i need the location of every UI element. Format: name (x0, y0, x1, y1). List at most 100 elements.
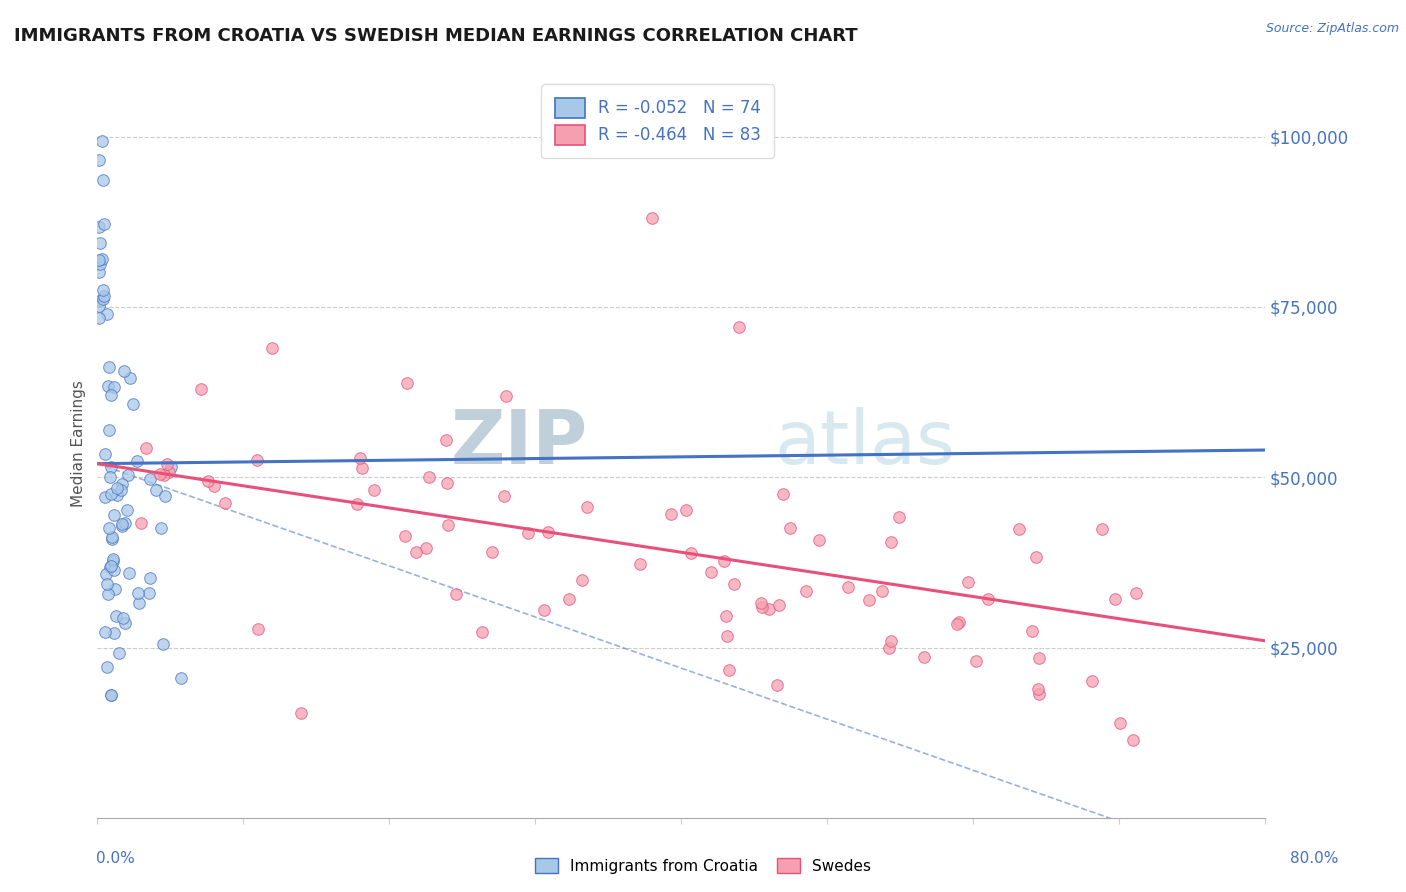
Point (104, 609, 127, 624)
Point (794, 584, 817, 599)
Point (575, 500, 598, 514)
Point (956, 575, 979, 590)
Point (96, 307, 118, 321)
Point (98, 359, 121, 374)
Point (170, 671, 193, 685)
Point (723, 577, 745, 591)
Point (880, 535, 903, 549)
Point (94, 447, 117, 461)
Point (135, 441, 157, 455)
Point (93, 218, 115, 232)
Legend: Immigrants from Croatia, Swedes: Immigrants from Croatia, Swedes (529, 852, 877, 880)
Point (346, 497, 368, 511)
Point (350, 460, 373, 475)
Point (103, 563, 125, 577)
Point (699, 565, 721, 579)
Point (93, 289, 115, 303)
Point (1125, 585, 1147, 599)
Point (111, 519, 134, 533)
Point (101, 554, 124, 568)
Point (101, 552, 124, 566)
Point (100, 388, 122, 402)
Point (641, 211, 664, 226)
Point (131, 516, 153, 530)
Point (87, 253, 110, 268)
Point (104, 582, 127, 597)
Point (91, 173, 114, 187)
Point (103, 626, 125, 640)
Point (434, 433, 457, 447)
Point (349, 450, 371, 465)
Point (437, 517, 460, 532)
Point (628, 557, 651, 571)
Point (87, 299, 110, 313)
Text: atlas: atlas (775, 407, 956, 480)
Point (880, 634, 903, 648)
Text: 0.0%: 0.0% (96, 851, 135, 865)
Point (118, 566, 141, 580)
Point (110, 483, 132, 497)
Point (363, 483, 385, 497)
Point (260, 341, 283, 355)
Point (139, 472, 162, 486)
Point (112, 611, 135, 625)
Point (405, 545, 427, 559)
Point (127, 453, 149, 467)
Point (108, 646, 131, 660)
Point (1026, 681, 1049, 696)
Point (101, 532, 124, 546)
Point (87, 265, 110, 279)
Point (96, 587, 118, 601)
Point (202, 479, 225, 493)
Point (716, 629, 738, 643)
Point (94, 624, 117, 639)
Point (246, 452, 269, 467)
Point (87, 294, 110, 309)
Point (1081, 674, 1104, 689)
Point (139, 571, 162, 585)
Point (1090, 522, 1112, 536)
Point (127, 586, 149, 600)
Point (415, 541, 437, 556)
Point (837, 580, 859, 594)
Point (912, 649, 935, 664)
Point (105, 481, 128, 495)
Point (495, 388, 517, 402)
Legend: R = -0.052   N = 74, R = -0.464   N = 83: R = -0.052 N = 74, R = -0.464 N = 83 (541, 85, 775, 159)
Point (112, 364, 135, 378)
Point (103, 379, 125, 393)
Point (713, 554, 735, 568)
Point (1028, 651, 1050, 665)
Point (87, 220, 110, 235)
Text: Source: ZipAtlas.com: Source: ZipAtlas.com (1265, 22, 1399, 36)
Point (148, 467, 170, 482)
Point (765, 677, 787, 691)
Point (946, 616, 969, 631)
Point (246, 622, 269, 636)
Point (87, 153, 110, 168)
Point (100, 688, 122, 702)
Point (96, 577, 118, 591)
Point (100, 459, 122, 474)
Point (91, 252, 114, 266)
Point (808, 533, 831, 547)
Point (117, 468, 139, 483)
Point (138, 586, 160, 600)
Point (152, 637, 174, 651)
Point (214, 496, 236, 510)
Point (91, 283, 114, 297)
Point (558, 592, 581, 607)
Point (768, 598, 790, 612)
Point (97, 379, 120, 393)
Point (120, 371, 142, 385)
Text: IMMIGRANTS FROM CROATIA VS SWEDISH MEDIAN EARNINGS CORRELATION CHART: IMMIGRANTS FROM CROATIA VS SWEDISH MEDIA… (14, 27, 858, 45)
Point (89, 257, 111, 271)
Point (751, 599, 773, 614)
Point (100, 530, 122, 544)
Point (115, 503, 138, 517)
Point (537, 524, 560, 539)
Point (145, 483, 167, 497)
Point (155, 489, 177, 503)
Point (159, 460, 181, 475)
Point (492, 489, 515, 503)
